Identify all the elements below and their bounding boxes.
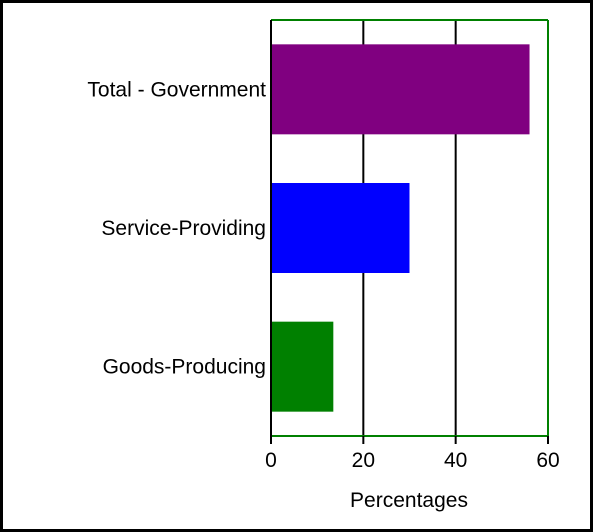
x-tick-label: 20 [352,449,375,472]
bar-service-providing [271,183,410,273]
category-labels: Total - Government Service-Providing Goods… [87,78,266,378]
axes [270,19,549,444]
tick-labels: 0 20 40 60 [265,449,560,472]
category-label: Goods-Producing [103,356,266,379]
x-tick-label: 60 [536,449,559,472]
x-tick-label: 40 [444,449,467,472]
category-label: Service-Providing [101,217,266,240]
x-axis-label: Percentages [350,489,468,512]
x-tick-label: 0 [265,449,277,472]
bars [271,44,530,412]
category-label: Total - Government [87,78,266,101]
bar-goods-producing [271,321,334,412]
bar-total-government [271,44,530,135]
